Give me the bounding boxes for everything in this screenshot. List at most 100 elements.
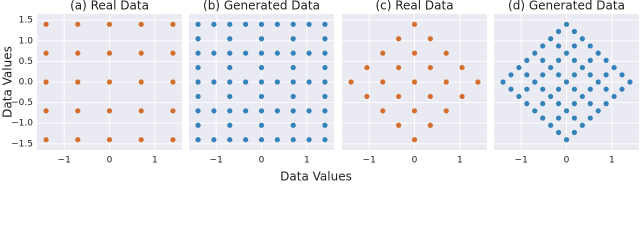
point [322, 108, 328, 114]
point [459, 64, 465, 71]
point [243, 50, 249, 56]
point [619, 72, 625, 78]
point [555, 28, 562, 35]
point [548, 64, 554, 71]
point [380, 79, 386, 85]
point [227, 122, 233, 128]
point [43, 137, 49, 143]
point [195, 36, 201, 42]
point [611, 64, 617, 71]
point [322, 137, 328, 143]
point [427, 36, 433, 42]
point [555, 129, 562, 136]
point [195, 64, 201, 71]
point [211, 137, 217, 143]
x-tick-label: −1 [515, 156, 528, 166]
point [290, 108, 296, 114]
point [243, 79, 249, 85]
point [258, 50, 265, 56]
point [603, 72, 609, 78]
point [138, 21, 144, 27]
point [75, 50, 81, 56]
point [611, 93, 617, 100]
point [411, 79, 418, 85]
point [571, 72, 578, 78]
point [170, 79, 176, 85]
point [258, 36, 265, 42]
point [243, 137, 249, 143]
point [211, 108, 217, 114]
panel-title: (b) Generated Data [203, 0, 320, 13]
point [555, 115, 562, 121]
point [427, 93, 433, 100]
point [106, 79, 113, 85]
point [243, 108, 249, 114]
point [627, 79, 633, 85]
point [411, 21, 418, 27]
point [306, 79, 312, 85]
point [227, 50, 233, 56]
point [396, 64, 402, 71]
point [106, 21, 113, 27]
y-tick-label: 1.5 [19, 16, 33, 26]
point [274, 79, 280, 85]
point [195, 79, 201, 85]
point [43, 108, 49, 114]
point [290, 36, 296, 42]
point [443, 108, 449, 114]
y-tick-label: −1.5 [11, 139, 33, 149]
point [75, 137, 81, 143]
x-tick-label: −1 [58, 156, 71, 166]
point [396, 36, 402, 42]
point [322, 36, 328, 42]
point [106, 137, 113, 143]
point [571, 28, 578, 35]
point [411, 137, 418, 143]
y-tick-label: 0.0 [19, 78, 34, 88]
point [195, 137, 201, 143]
point [322, 79, 328, 85]
point [258, 108, 265, 114]
point [579, 93, 585, 100]
point [243, 21, 249, 27]
y-tick-label: 0.5 [19, 57, 33, 67]
point [443, 79, 449, 85]
point [563, 108, 570, 114]
point [211, 79, 217, 85]
point [500, 79, 506, 85]
y-tick-label: −0.5 [11, 98, 33, 108]
panel-title: (a) Real Data [70, 0, 149, 13]
point [411, 50, 418, 56]
point [75, 79, 81, 85]
point [532, 50, 538, 56]
point [138, 108, 144, 114]
point [322, 50, 328, 56]
point [603, 57, 609, 63]
x-tick-label: 0 [107, 156, 113, 166]
point [579, 122, 585, 128]
point [43, 50, 49, 56]
point [290, 122, 296, 128]
point [170, 108, 176, 114]
point [227, 108, 233, 114]
point [524, 86, 530, 92]
point [587, 86, 593, 92]
x-tick-label: 1 [457, 156, 463, 166]
point [290, 79, 296, 85]
point [195, 50, 201, 56]
point [524, 72, 530, 78]
point [258, 21, 265, 27]
x-axis-label: Data Values [280, 170, 352, 184]
point [258, 64, 265, 71]
point [540, 72, 546, 78]
point [195, 108, 201, 114]
point [227, 79, 233, 85]
point [571, 101, 578, 107]
point [306, 137, 312, 143]
point [459, 93, 465, 100]
point [396, 122, 402, 128]
point [380, 108, 386, 114]
point [195, 21, 201, 27]
point [306, 108, 312, 114]
point [524, 101, 530, 107]
